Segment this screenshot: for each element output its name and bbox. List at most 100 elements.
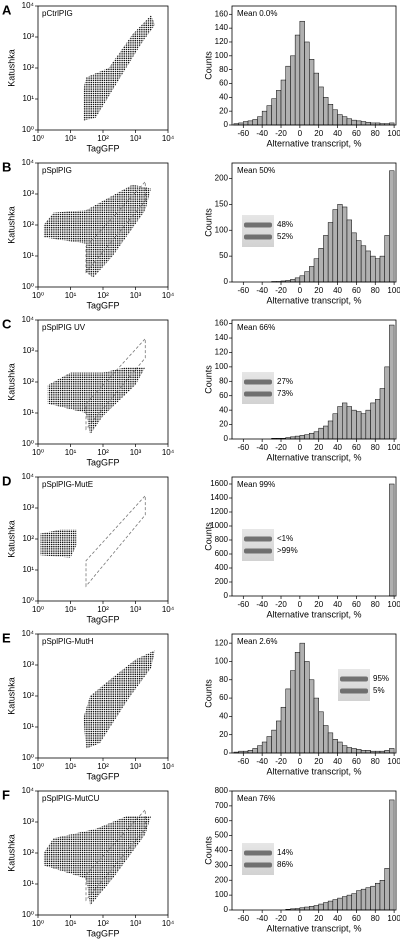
- gel-label: 86%: [277, 860, 293, 869]
- y-axis-label: Katushka: [6, 520, 16, 558]
- x-tick-label: 10⁴: [162, 448, 175, 457]
- bar: [360, 121, 367, 126]
- bar: [318, 903, 324, 911]
- y-tick-label: 10⁰: [22, 439, 34, 448]
- bar: [337, 897, 343, 911]
- bar: [299, 642, 305, 754]
- bar: [384, 750, 390, 754]
- y-tick-label: 600: [215, 816, 229, 825]
- y-tick-label: 0: [224, 277, 229, 286]
- bar: [299, 20, 305, 126]
- x-tick-label: 80: [371, 600, 380, 609]
- x-axis-label: TagGFP: [86, 771, 119, 781]
- y-tick-label: 0: [224, 120, 229, 129]
- bar: [313, 431, 319, 440]
- y-tick-label: 10⁰: [22, 596, 34, 605]
- y-tick-label: 0: [224, 748, 229, 757]
- bar: [309, 266, 315, 283]
- x-axis-label: Alternative transcript, %: [266, 766, 361, 776]
- panel-letter: E: [2, 630, 11, 645]
- bar: [318, 711, 324, 754]
- y-tick-label: 10⁰: [22, 910, 34, 919]
- x-tick-label: 10³: [130, 291, 142, 300]
- y-tick-label: 10²: [22, 691, 34, 700]
- x-tick-label: -20: [275, 600, 287, 609]
- x-tick-label: 10⁴: [162, 291, 175, 300]
- annotation: Mean 66%: [237, 323, 275, 332]
- x-axis-label: TagGFP: [86, 300, 119, 310]
- x-tick-label: 20: [314, 914, 323, 923]
- y-tick-label: 120: [215, 37, 229, 46]
- x-tick-label: 10¹: [65, 134, 77, 143]
- bar: [313, 72, 319, 126]
- x-tick-label: 10³: [130, 919, 142, 928]
- plot-frame: [231, 5, 397, 126]
- gel-band: [244, 234, 272, 240]
- bar: [342, 745, 348, 754]
- gel-label: 14%: [277, 848, 293, 857]
- bar: [290, 55, 296, 126]
- bar: [327, 900, 334, 911]
- bar: [351, 748, 357, 754]
- x-tick-label: 60: [352, 443, 361, 452]
- y-axis-label: Katushka: [6, 206, 16, 244]
- y-tick-label: 20: [219, 106, 228, 115]
- x-tick-label: -60: [238, 286, 250, 295]
- x-tick-label: -60: [238, 443, 250, 452]
- y-tick-label: 1000: [210, 521, 228, 530]
- bar: [337, 741, 343, 754]
- x-tick-label: 10⁴: [162, 605, 175, 614]
- y-tick-label: 200: [215, 174, 229, 183]
- bar: [309, 679, 315, 754]
- x-tick-label: 10¹: [65, 919, 77, 928]
- x-tick-label: 10¹: [65, 448, 77, 457]
- x-axis-label: Alternative transcript, %: [266, 138, 361, 148]
- bar: [252, 748, 258, 754]
- plot-frame: [231, 162, 397, 283]
- y-tick-label: 10¹: [22, 879, 34, 888]
- bar: [360, 413, 367, 440]
- x-tick-label: 40: [333, 443, 342, 452]
- bar: [346, 747, 352, 754]
- gate: [85, 180, 146, 274]
- bar: [276, 720, 282, 754]
- y-axis-label: Katushka: [6, 363, 16, 401]
- bar: [346, 219, 352, 283]
- y-tick-label: 200: [215, 875, 229, 884]
- y-tick-label: 10⁴: [22, 1, 35, 10]
- bar: [290, 670, 296, 754]
- y-axis-label: Counts: [203, 836, 213, 865]
- bar: [309, 906, 315, 911]
- x-tick-label: 10²: [97, 919, 109, 928]
- x-tick-label: 10³: [130, 134, 142, 143]
- scatter-label: pCtrlPIG: [42, 9, 73, 18]
- x-tick-label: 60: [352, 757, 361, 766]
- gel-band: [244, 862, 272, 868]
- scatter-label: pSplPIG-MutH: [42, 637, 94, 646]
- x-tick-label: 10⁰: [32, 448, 44, 457]
- bar: [332, 109, 338, 126]
- x-tick-label: 80: [371, 757, 380, 766]
- bar: [370, 402, 376, 440]
- bar: [323, 97, 329, 126]
- plot-frame: [231, 319, 397, 440]
- y-tick-label: 10¹: [22, 722, 34, 731]
- x-tick-label: -40: [256, 914, 268, 923]
- bar: [360, 245, 367, 283]
- y-tick-label: 10²: [22, 220, 34, 229]
- bar: [342, 206, 348, 283]
- bar: [337, 114, 343, 126]
- bar: [370, 255, 376, 283]
- y-tick-label: 120: [215, 348, 229, 357]
- x-tick-label: 60: [352, 600, 361, 609]
- y-tick-label: 100: [215, 890, 229, 899]
- gate: [85, 808, 146, 902]
- y-tick-label: 20: [219, 420, 228, 429]
- x-tick-label: 0: [298, 443, 303, 452]
- y-tick-label: 0: [224, 434, 229, 443]
- bar: [332, 413, 338, 440]
- x-tick-label: 80: [371, 129, 380, 138]
- x-tick-label: 0: [298, 600, 303, 609]
- bar: [342, 402, 348, 440]
- bar: [365, 121, 371, 126]
